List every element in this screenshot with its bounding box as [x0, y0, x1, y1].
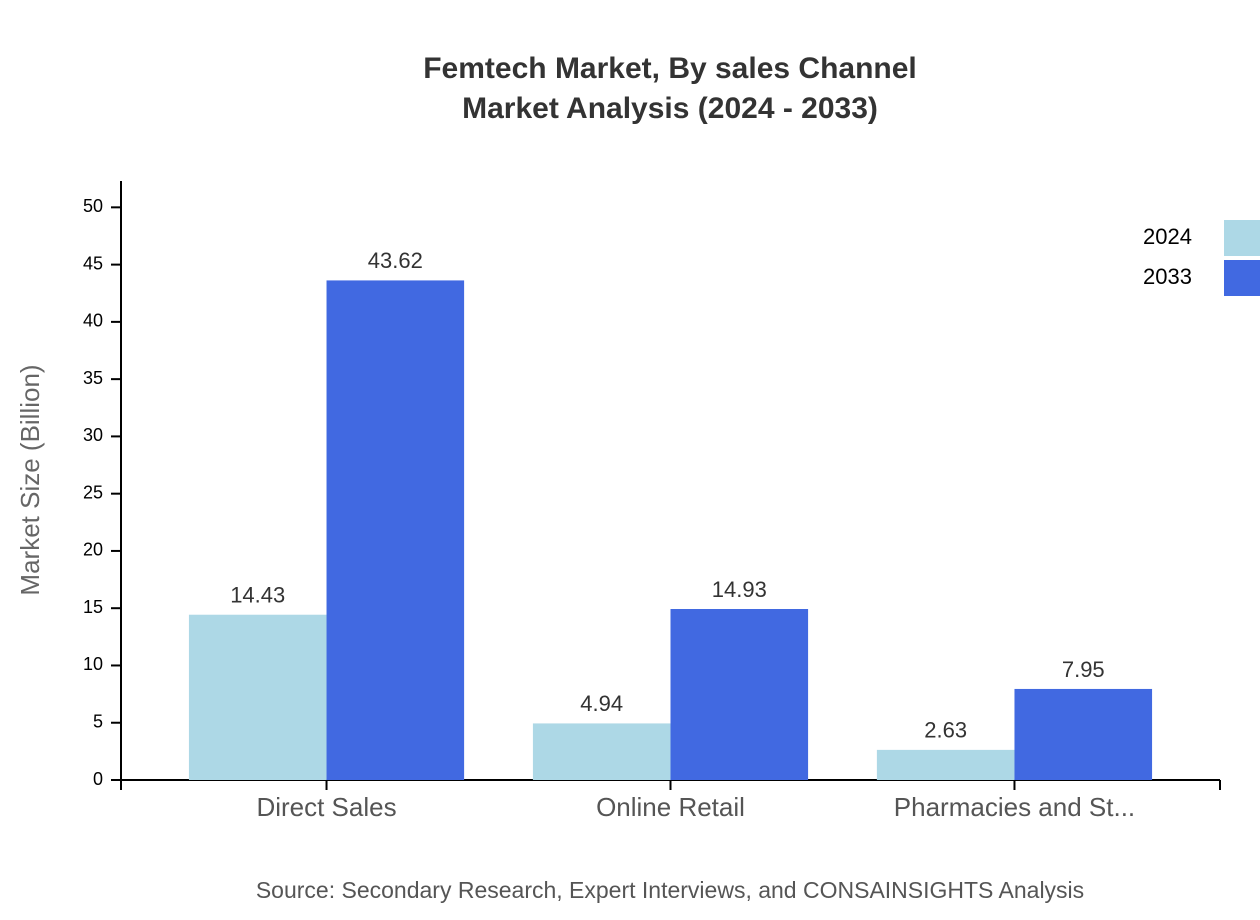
y-tick-label: 10: [83, 654, 103, 674]
y-tick-label: 35: [83, 368, 103, 388]
value-label: 4.94: [580, 691, 623, 716]
legend-swatch: [1224, 220, 1260, 256]
source-note: Source: Secondary Research, Expert Inter…: [256, 877, 1084, 903]
y-tick-label: 45: [83, 253, 103, 273]
bar: [1014, 688, 1153, 780]
y-tick-label: 20: [83, 540, 103, 560]
value-label: 43.62: [368, 248, 423, 273]
legend-label: 2033: [1143, 264, 1192, 289]
x-tick-label: Online Retail: [596, 792, 745, 822]
value-label: 14.93: [712, 577, 767, 602]
value-label: 7.95: [1062, 657, 1105, 682]
bar: [670, 609, 809, 780]
y-tick-label: 0: [93, 769, 103, 789]
y-tick-label: 50: [83, 196, 103, 216]
x-tick-label: Pharmacies and St...: [894, 792, 1135, 822]
y-tick-label: 15: [83, 597, 103, 617]
bar: [326, 280, 465, 780]
chart-title: Femtech Market, By sales Channel: [423, 52, 917, 85]
value-label: 2.63: [924, 718, 967, 743]
legend-label: 2024: [1143, 224, 1192, 249]
y-axis-label: Market Size (Billion): [15, 364, 45, 595]
y-tick-label: 25: [83, 482, 103, 502]
y-tick-label: 40: [83, 311, 103, 331]
legend-swatch: [1224, 260, 1260, 296]
y-tick-label: 5: [93, 711, 103, 731]
x-tick-label: Direct Sales: [256, 792, 396, 822]
y-tick-label: 30: [83, 425, 103, 445]
bar: [532, 723, 671, 780]
chart-subtitle: Market Analysis (2024 - 2033): [462, 92, 878, 125]
value-label: 14.43: [230, 583, 285, 608]
bar: [188, 614, 327, 780]
bar: [876, 749, 1015, 780]
